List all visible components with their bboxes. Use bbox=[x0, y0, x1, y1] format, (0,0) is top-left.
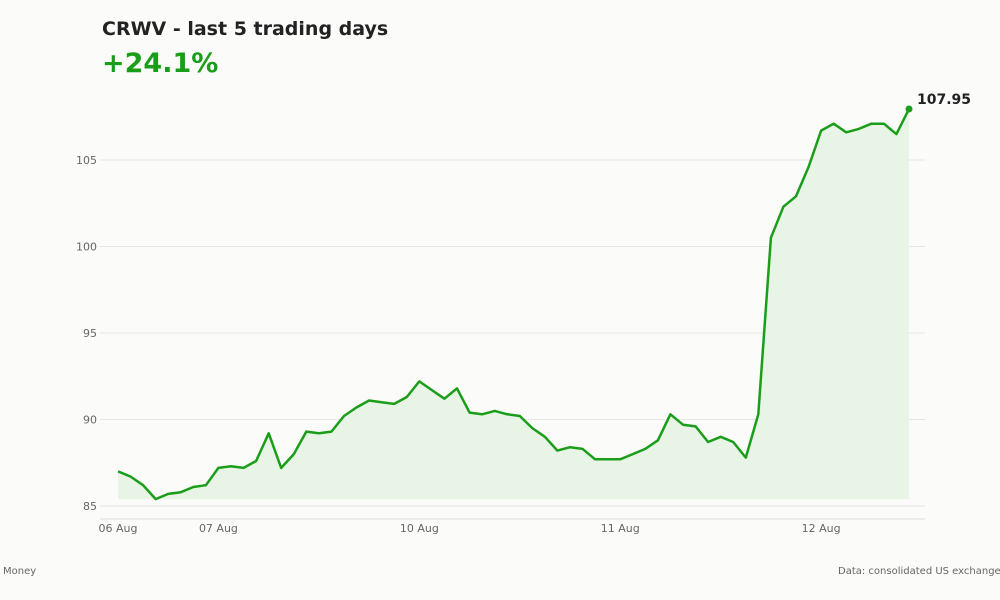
last-price-label: 107.95 bbox=[917, 92, 971, 108]
y-axis-ticks: 85 90 95 100 105 bbox=[76, 154, 97, 513]
y-tick-label: 90 bbox=[83, 414, 97, 427]
x-tick-label: 06 Aug bbox=[99, 522, 138, 535]
source-brand: Money bbox=[3, 566, 37, 577]
price-area bbox=[118, 109, 909, 500]
y-tick-label: 100 bbox=[76, 241, 97, 254]
chart-title: CRWV - last 5 trading days bbox=[102, 18, 389, 40]
x-tick-label: 11 Aug bbox=[601, 522, 640, 535]
y-tick-label: 85 bbox=[83, 500, 97, 513]
x-tick-label: 07 Aug bbox=[199, 522, 238, 535]
y-tick-label: 105 bbox=[76, 154, 97, 167]
data-source-note: Data: consolidated US exchange d bbox=[838, 566, 1000, 577]
y-tick-label: 95 bbox=[83, 327, 97, 340]
percent-change: +24.1% bbox=[102, 48, 219, 79]
x-tick-label: 12 Aug bbox=[802, 522, 841, 535]
x-tick-label: 10 Aug bbox=[400, 522, 439, 535]
last-price-marker bbox=[905, 105, 913, 113]
price-line bbox=[117, 108, 911, 501]
x-axis-ticks: 06 Aug 07 Aug 10 Aug 11 Aug 12 Aug bbox=[99, 522, 841, 535]
